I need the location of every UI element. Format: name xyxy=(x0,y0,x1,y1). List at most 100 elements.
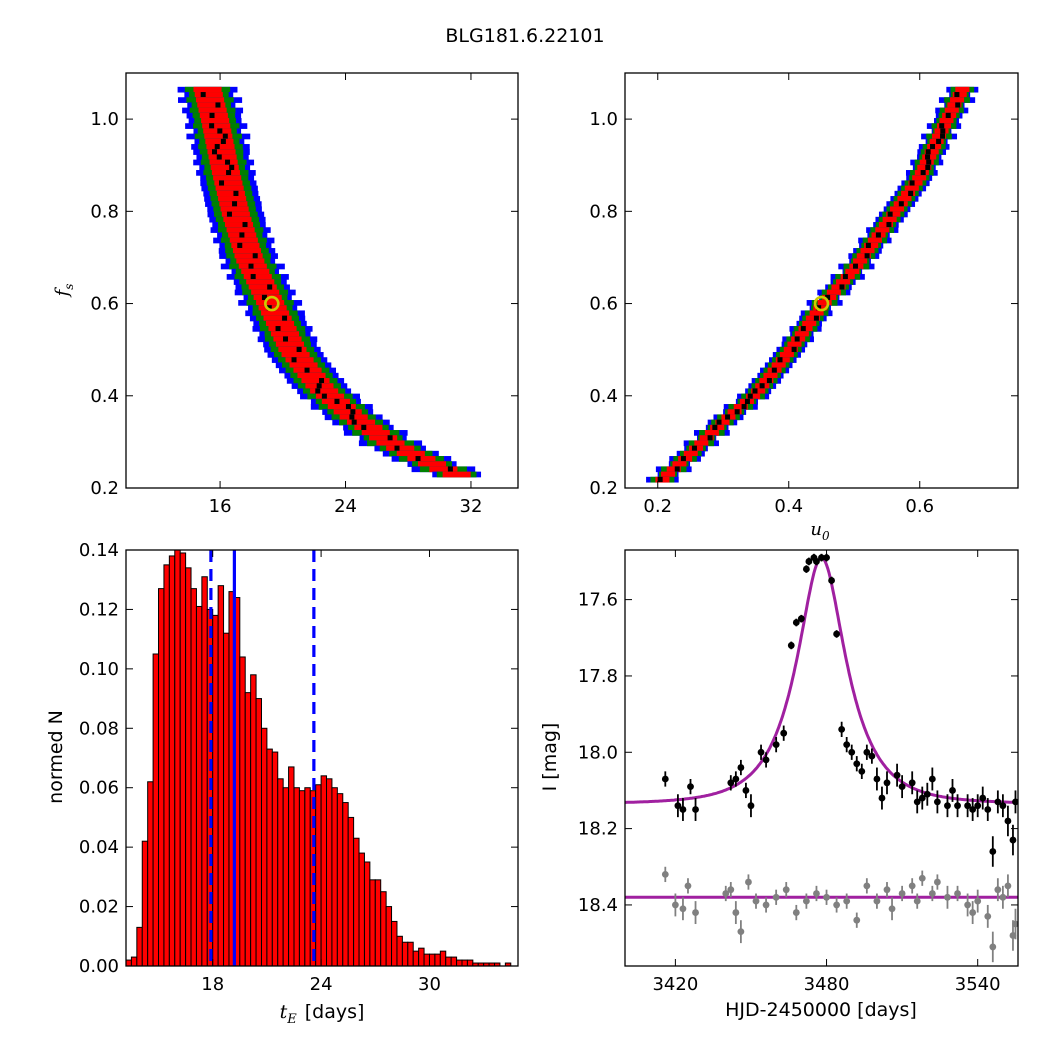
mcmc-sample xyxy=(955,102,961,108)
data-point xyxy=(913,897,921,905)
contour-1sigma xyxy=(751,388,766,395)
data-point xyxy=(979,794,987,802)
data-point xyxy=(969,909,977,916)
mcmc-sample xyxy=(939,123,945,129)
contour-1sigma xyxy=(261,310,290,317)
x-tick-label: 18 xyxy=(201,974,224,995)
contour-1sigma xyxy=(699,435,714,441)
contour-1sigma xyxy=(361,430,390,436)
contour-1sigma xyxy=(897,196,912,202)
hjd-axis-label: HJD-2450000 [days] xyxy=(725,999,917,1021)
data-point xyxy=(883,779,891,787)
lightcurve-panel: 3420 3480 3540 17.6 17.8 18.0 18.2 18.4 xyxy=(578,549,1019,995)
histogram-bar xyxy=(358,852,365,966)
histogram-bar xyxy=(369,879,376,966)
mcmc-sample xyxy=(237,242,243,249)
contour-1sigma xyxy=(201,118,230,124)
contour-1sigma xyxy=(194,92,223,98)
contour-1sigma xyxy=(939,118,954,124)
histogram-bar xyxy=(418,947,425,966)
mcmc-sample xyxy=(248,263,254,269)
data-point xyxy=(1012,920,1018,928)
histogram-bar xyxy=(158,588,165,966)
contour-1sigma xyxy=(733,404,748,410)
contour-1sigma xyxy=(275,341,304,348)
data-point xyxy=(802,897,810,905)
contour-1sigma xyxy=(775,357,790,363)
data-point xyxy=(843,897,851,905)
best-fit-marker xyxy=(264,295,280,312)
plot-frame xyxy=(125,72,519,489)
data-point xyxy=(954,802,961,810)
contour-1sigma xyxy=(209,159,238,166)
mcmc-sample xyxy=(954,92,960,98)
data-point xyxy=(692,806,699,813)
data-point xyxy=(805,558,813,565)
contour-1sigma xyxy=(912,175,927,181)
data-point xyxy=(752,897,760,905)
data-point xyxy=(679,806,687,813)
mcmc-sample xyxy=(920,170,926,176)
histogram-bar xyxy=(190,588,197,966)
data-point xyxy=(908,779,916,787)
y-tick-label: 18.0 xyxy=(578,742,618,763)
contour-1sigma xyxy=(932,133,947,140)
contour-1sigma xyxy=(220,206,249,213)
data-point xyxy=(954,890,961,897)
contour-1sigma xyxy=(809,310,824,317)
contour-1sigma xyxy=(672,461,687,467)
y-tick-label: 18.4 xyxy=(578,895,618,916)
mcmc-sample xyxy=(657,476,663,483)
y-tick-label: 0.6 xyxy=(589,294,618,315)
contour-cells xyxy=(646,86,979,483)
data-point xyxy=(782,886,790,894)
mcmc-sample xyxy=(226,211,232,217)
contour-1sigma xyxy=(845,268,860,275)
mcmc-sample xyxy=(680,456,686,462)
histogram-bar xyxy=(293,787,300,966)
best-fit-marker xyxy=(813,295,830,312)
data-point xyxy=(893,771,901,779)
data-point xyxy=(918,794,926,802)
data-point xyxy=(994,798,1002,806)
x-tick-label: 3480 xyxy=(804,974,850,995)
mcmc-sample xyxy=(864,253,870,259)
histogram-bar xyxy=(380,891,387,966)
data-point xyxy=(747,802,755,810)
data-point xyxy=(964,802,972,810)
mcmc-sample xyxy=(707,435,713,441)
histogram-bar xyxy=(277,778,284,966)
contour-1sigma xyxy=(826,289,841,296)
histogram-bar xyxy=(331,787,338,966)
plot-frame xyxy=(624,549,1019,967)
contour-1sigma xyxy=(771,362,786,369)
mcmc-sample xyxy=(691,445,697,451)
mcmc-sample xyxy=(233,190,239,197)
mcmc-sample xyxy=(771,367,777,373)
x-tick-label: 0.4 xyxy=(774,496,803,517)
y-tick-label: 0.10 xyxy=(79,659,119,680)
x-tick-label: 24 xyxy=(334,496,357,517)
mcmc-sample xyxy=(209,112,215,119)
mcmc-sample xyxy=(791,346,797,353)
normed-n-axis-label: normed N xyxy=(45,710,67,804)
contour-1sigma xyxy=(917,164,932,171)
data-point xyxy=(944,802,951,810)
mcmc-sample xyxy=(319,378,325,384)
histogram-bar xyxy=(282,787,290,966)
data-point xyxy=(848,748,856,756)
data-point xyxy=(853,760,861,768)
y-tick-label: 18.2 xyxy=(578,819,618,840)
x-tick-label: 3420 xyxy=(652,974,698,995)
data-point xyxy=(732,775,740,783)
data-point xyxy=(772,893,780,901)
mcmc-sample xyxy=(266,305,272,311)
y-tick-label: 1.0 xyxy=(90,109,119,130)
data-point xyxy=(989,848,997,855)
mcmc-sample xyxy=(415,456,421,462)
mcmc-sample xyxy=(716,419,722,425)
mcmc-sample xyxy=(232,201,238,207)
mcmc-sample xyxy=(865,242,871,249)
contour-1sigma xyxy=(223,216,252,223)
mcmc-sample xyxy=(759,383,765,389)
